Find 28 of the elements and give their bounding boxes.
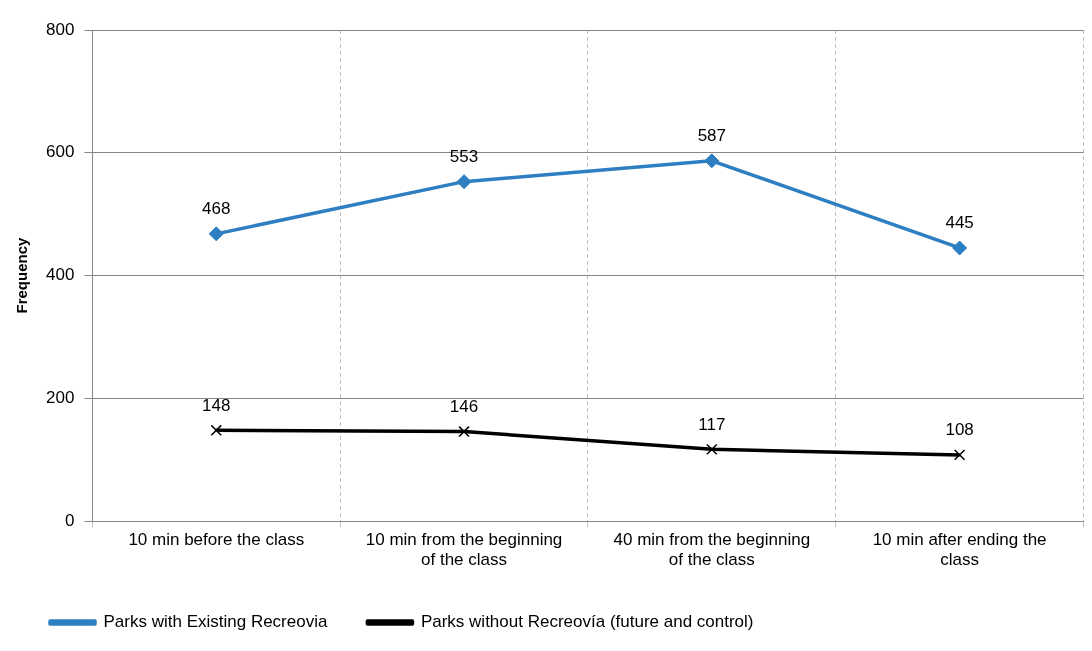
y-tick-label: 0	[64, 510, 75, 530]
legend-label: Parks without Recreovía (future and control)	[420, 612, 754, 632]
y-tick-label: 600	[45, 142, 75, 162]
y-axis-title: Frequency	[13, 237, 31, 314]
point	[210, 424, 222, 437]
legend-label: Parks with Existing Recreovia	[103, 612, 328, 632]
data-label: 553	[449, 146, 479, 166]
data-label: 148	[202, 395, 231, 415]
data-label: 587	[697, 125, 727, 145]
x-tick-label: 40 min from the beginning of the class	[613, 530, 811, 570]
data-label: 146	[449, 396, 479, 416]
x-tick-label: 10 min before the class	[128, 530, 305, 550]
point	[458, 425, 470, 438]
data-label: 117	[698, 414, 726, 434]
point	[952, 240, 968, 256]
y-tick-label: 400	[45, 265, 75, 285]
point	[456, 174, 472, 190]
y-tick-label: 800	[45, 19, 75, 39]
x-tick-label: 10 min from the beginning of the class	[365, 530, 563, 570]
point	[706, 443, 718, 456]
point	[208, 226, 224, 242]
data-label: 468	[202, 199, 231, 219]
data-label: 108	[945, 420, 974, 440]
point	[704, 153, 720, 169]
y-tick-label: 200	[45, 388, 75, 408]
x-tick-label: 10 min after ending the class	[872, 530, 1047, 570]
point	[953, 449, 966, 461]
data-label: 445	[945, 213, 974, 233]
